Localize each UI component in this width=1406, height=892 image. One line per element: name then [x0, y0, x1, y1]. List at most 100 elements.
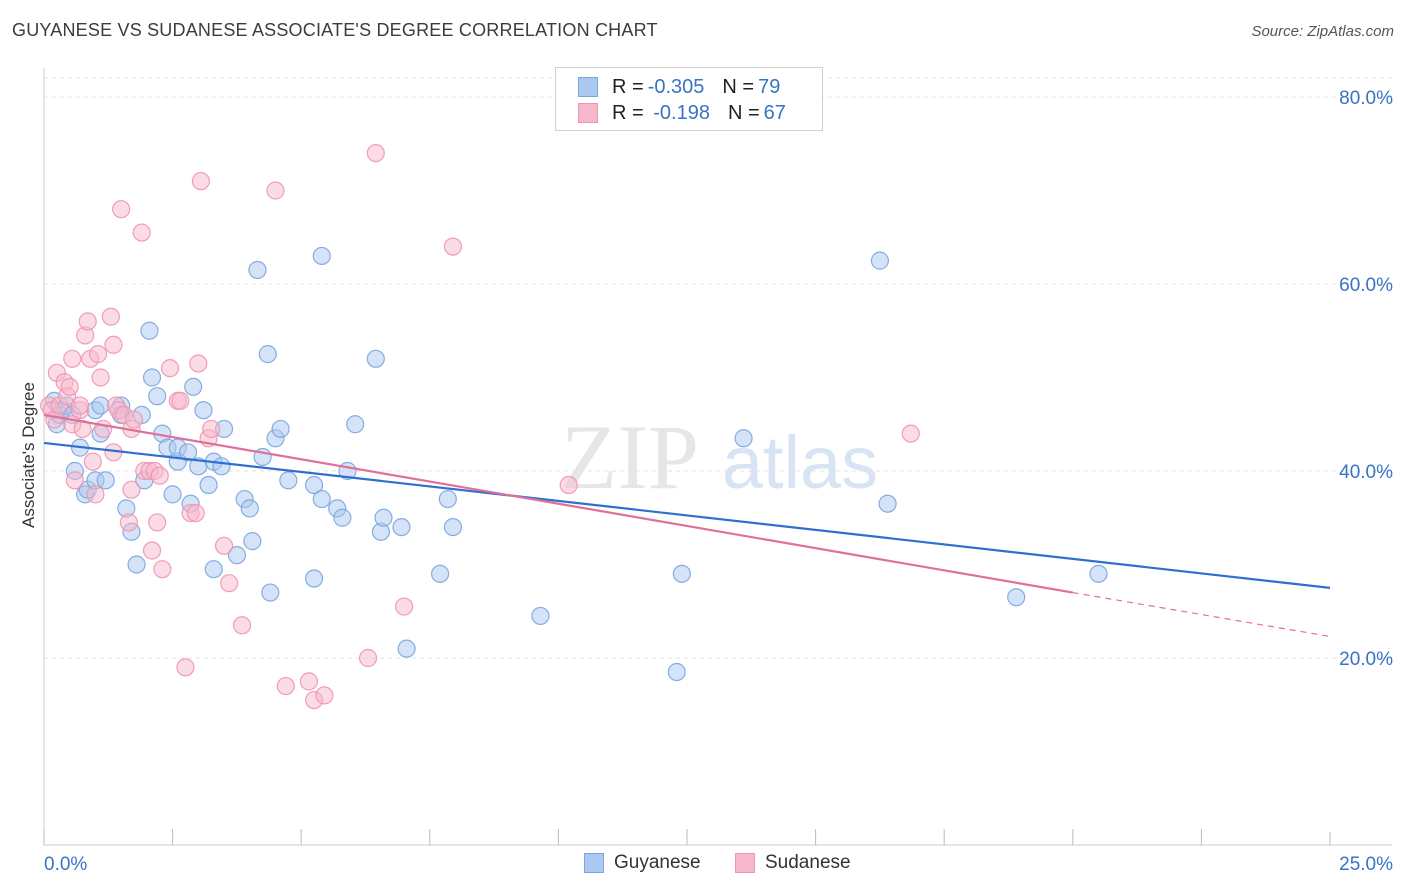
sudanese-point: [70, 396, 90, 415]
guyanese-point: [392, 517, 411, 537]
watermark-zip: ZIP: [561, 406, 699, 508]
guyanese-point: [878, 494, 897, 513]
guyanese-point: [667, 662, 686, 682]
sudanese-point: [104, 335, 123, 354]
source-label: Source: ZipAtlas.com: [1251, 23, 1394, 40]
guyanese-point: [140, 321, 159, 340]
sudanese-point: [220, 574, 239, 593]
n-label: N =: [722, 75, 755, 98]
sudanese-point: [202, 419, 221, 439]
guyanese-point: [443, 517, 463, 537]
sudanese-point: [160, 359, 180, 378]
sudanese-point: [73, 419, 92, 439]
chart-title: GUYANESE VS SUDANESE ASSOCIATE'S DEGREE …: [12, 20, 658, 40]
guyanese-point: [870, 251, 890, 270]
correlation-legend: R = -0.305 N = 79 R = -0.198 N = 67: [555, 67, 823, 131]
guyanese-point: [333, 508, 352, 527]
sudanese-point: [91, 368, 110, 387]
watermark: ZIP atlas: [561, 406, 878, 508]
sudanese-point: [101, 307, 120, 326]
guyanese-point: [243, 532, 262, 551]
sudanese-point: [315, 686, 334, 705]
legend-row-sudanese: R = -0.198 N = 67: [578, 101, 786, 125]
y-tick-label: 60.0%: [1339, 275, 1393, 296]
guyanese-point: [204, 560, 223, 579]
guyanese-legend-swatch: [584, 853, 604, 873]
sudanese-point: [122, 480, 141, 499]
guyanese-point: [366, 349, 385, 368]
sudanese-point: [60, 377, 79, 396]
guyanese-trend-line: [43, 441, 1331, 589]
sudanese-point: [112, 200, 131, 219]
guyanese-point: [397, 639, 416, 658]
guyanese-point: [304, 569, 324, 588]
guyanese-point: [531, 606, 550, 626]
guyanese-point: [194, 401, 213, 420]
sudanese-point: [148, 513, 167, 532]
trend-lines: [43, 413, 1331, 638]
sudanese-point: [232, 616, 252, 635]
n-value: 67: [763, 101, 786, 124]
guyanese-point: [240, 499, 259, 518]
guyanese-point: [312, 489, 331, 509]
guyanese-point: [142, 368, 162, 387]
guyanese-point: [199, 475, 218, 495]
legend-guyanese[interactable]: Guyanese: [584, 852, 701, 874]
guyanese-point: [261, 583, 280, 602]
sudanese-points: [40, 144, 920, 710]
series-legend: Guyanese Sudanese: [0, 852, 1406, 876]
guyanese-point: [163, 485, 182, 504]
sudanese-legend-swatch: [735, 853, 755, 873]
r-value: -0.305: [647, 75, 705, 98]
guyanese-point: [312, 246, 331, 266]
sudanese-point: [266, 181, 285, 200]
guyanese-point: [184, 377, 203, 396]
sudanese-point: [86, 485, 105, 504]
guyanese-point: [212, 457, 231, 476]
tick-labels: 20.0% 40.0% 60.0% 80.0% 0.0% 25.0%: [44, 88, 1393, 875]
axes: [43, 68, 1392, 846]
sudanese-point: [299, 672, 319, 691]
sudanese-point: [65, 471, 84, 490]
sudanese-trend-line: [43, 413, 1073, 594]
sudanese-point: [119, 513, 138, 532]
sudanese-point: [443, 237, 463, 256]
guyanese-point: [438, 489, 457, 509]
guyanese-point: [279, 471, 298, 490]
r-label: R =: [612, 101, 644, 124]
guyanese-point: [734, 429, 753, 448]
sudanese-point: [83, 452, 102, 471]
sudanese-point: [901, 424, 920, 443]
legend-sudanese-label: Sudanese: [765, 852, 851, 873]
guyanese-point: [91, 396, 110, 415]
r-label: R =: [612, 75, 644, 98]
guyanese-point: [1089, 564, 1108, 583]
guyanese-point: [127, 555, 146, 574]
legend-guyanese-label: Guyanese: [614, 852, 701, 873]
guyanese-point: [430, 564, 450, 583]
y-tick-label: 80.0%: [1339, 88, 1393, 109]
sudanese-point: [88, 345, 108, 364]
sudanese-point: [189, 354, 208, 373]
sudanese-point: [176, 658, 195, 677]
sudanese-point: [186, 503, 205, 523]
sudanese-point: [171, 391, 190, 410]
sudanese-trend-extension: [1072, 591, 1331, 638]
x-tick-label: 0.0%: [44, 854, 87, 875]
sudanese-point: [153, 560, 172, 579]
legend-sudanese[interactable]: Sudanese: [735, 852, 851, 874]
sudanese-point: [150, 466, 169, 485]
x-tick-label: 25.0%: [1339, 854, 1393, 875]
sudanese-point: [276, 676, 295, 696]
sudanese-point: [78, 312, 97, 331]
legend-row-guyanese: R = -0.305 N = 79: [578, 75, 780, 99]
sudanese-point: [394, 597, 414, 616]
guyanese-point: [346, 415, 365, 434]
guyanese-point: [258, 345, 277, 364]
y-tick-label: 40.0%: [1339, 462, 1393, 483]
sudanese-point: [124, 410, 144, 429]
guyanese-point: [227, 546, 246, 565]
n-label: N =: [727, 101, 760, 124]
y-tick-label: 20.0%: [1339, 649, 1393, 670]
